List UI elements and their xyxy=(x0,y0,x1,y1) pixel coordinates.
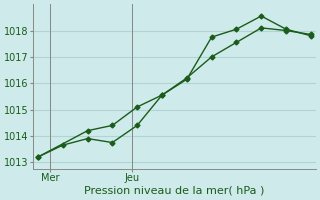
X-axis label: Pression niveau de la mer( hPa ): Pression niveau de la mer( hPa ) xyxy=(84,186,265,196)
